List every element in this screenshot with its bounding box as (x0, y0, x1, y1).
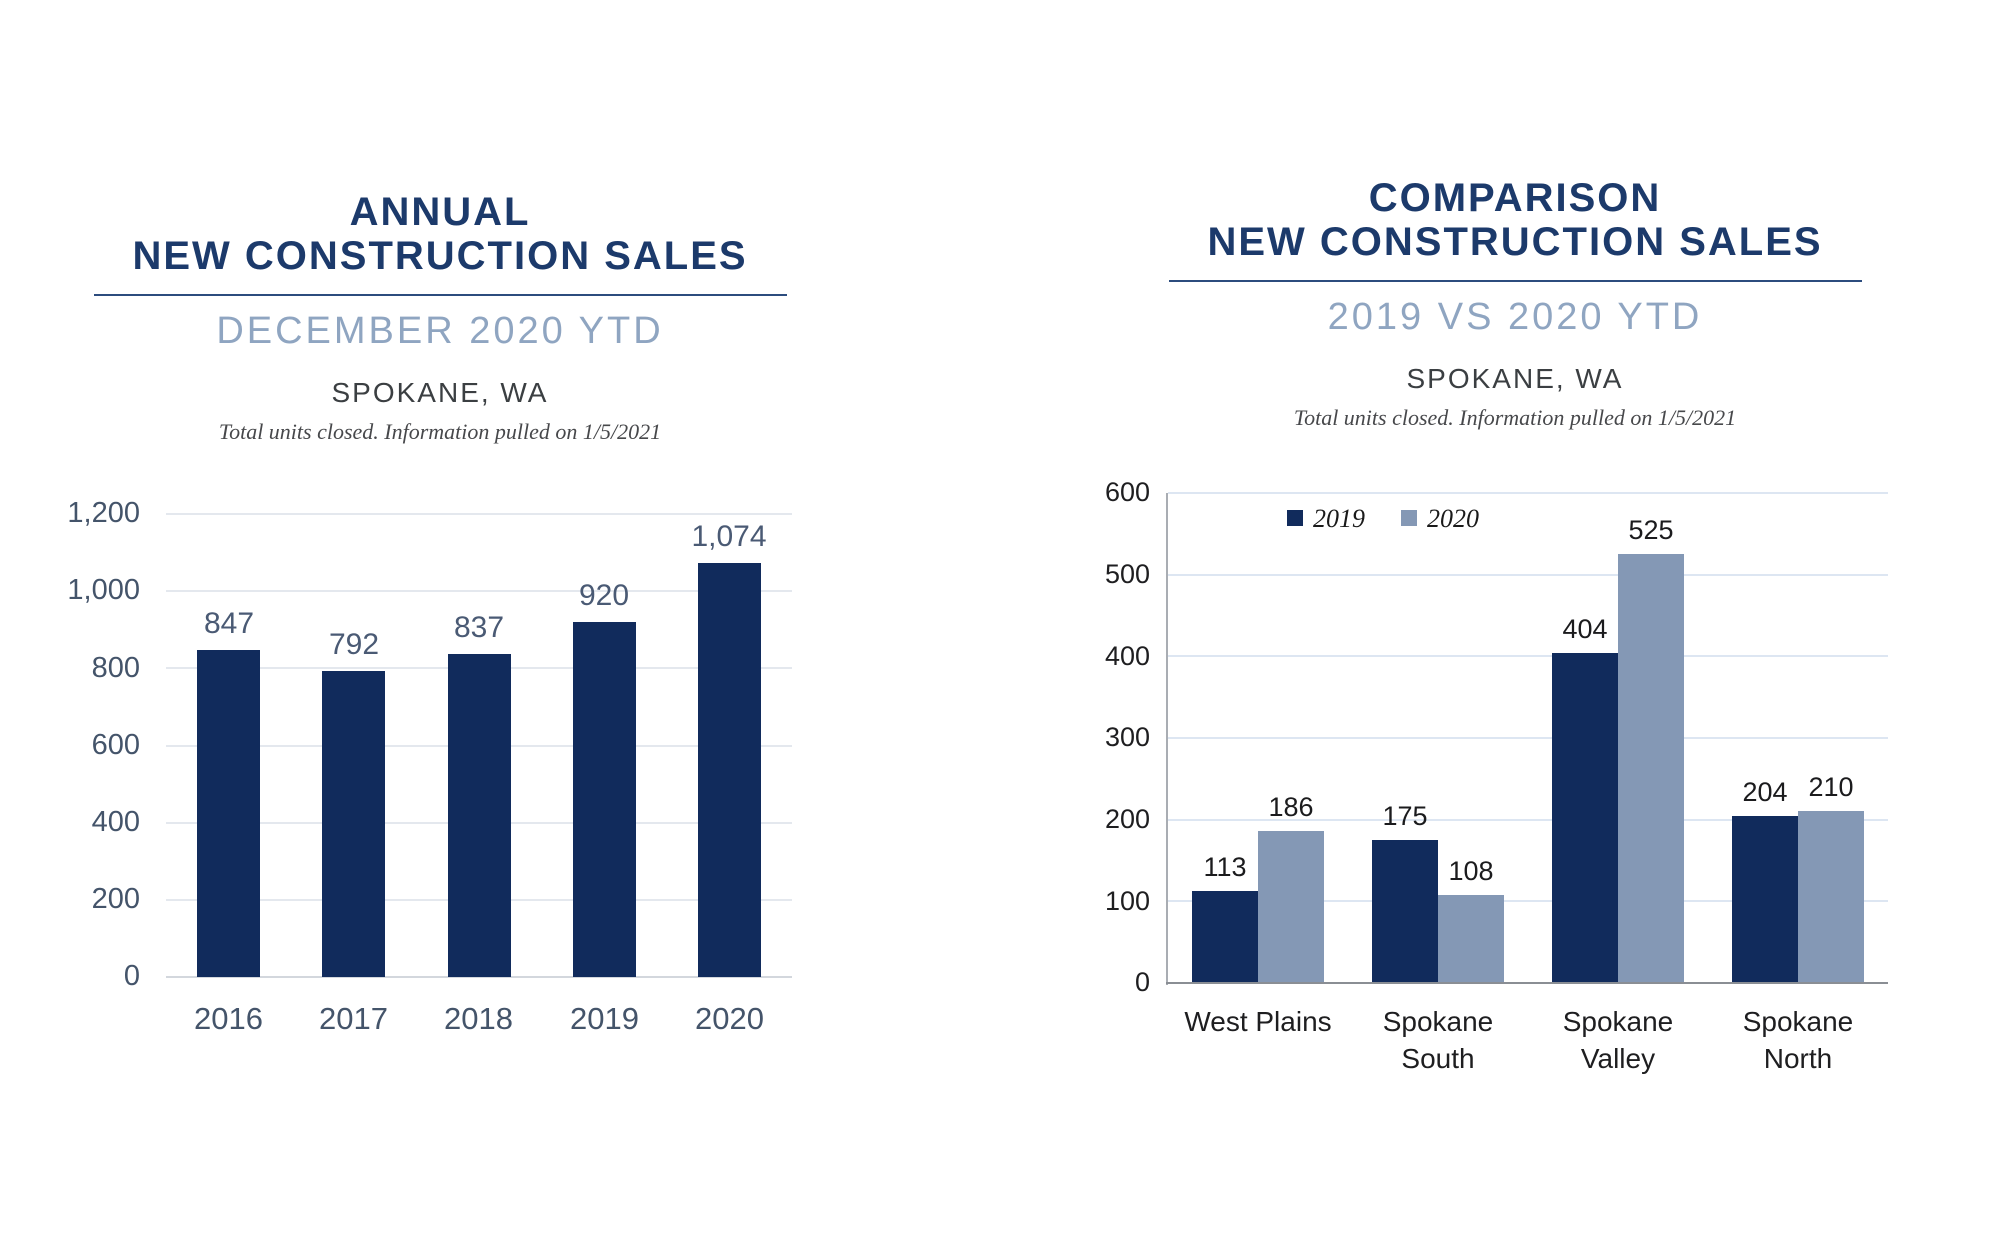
bar (1372, 840, 1438, 983)
legend-item: 2020 (1401, 506, 1515, 532)
y-tick-label: 100 (1104, 886, 1150, 916)
y-tick-label: 1,200 (67, 497, 140, 529)
bar-value-label: 920 (578, 579, 630, 612)
bar (448, 654, 511, 977)
y-tick-label: 200 (1104, 804, 1150, 834)
y-axis-line (1166, 493, 1168, 985)
comparison-title-divider (1168, 280, 1862, 282)
x-tick-label: Spokane North (1742, 1006, 1854, 1074)
annual-chart-header: ANNUAL NEW CONSTRUCTION SALES DECEMBER 2… (60, 190, 820, 445)
gridline (1168, 737, 1888, 739)
bar-value-label: 186 (1268, 792, 1314, 822)
y-tick-label: 400 (91, 806, 140, 838)
annual-location: SPOKANE, WA (331, 377, 549, 408)
legend-swatch (1401, 510, 1417, 526)
bar-value-label: 837 (453, 611, 505, 644)
comparison-chart-header: COMPARISON NEW CONSTRUCTION SALES 2019 V… (1135, 176, 1895, 431)
x-tick-label: 2016 (194, 1001, 263, 1036)
bar (698, 563, 761, 977)
gridline (1168, 492, 1888, 494)
x-tick-label: 2020 (695, 1001, 764, 1036)
annual-note: Total units closed. Information pulled o… (218, 419, 662, 444)
x-axis-line (1166, 982, 1888, 984)
bar (1552, 653, 1618, 983)
y-tick-label: 600 (1104, 477, 1150, 507)
bar (1732, 816, 1798, 983)
y-tick-label: 1,000 (67, 574, 140, 606)
bar (1192, 891, 1258, 983)
gridline (1168, 655, 1888, 657)
bar-value-label: 525 (1628, 515, 1674, 545)
bar-value-label: 847 (203, 607, 255, 640)
bar (1618, 554, 1684, 983)
comparison-title-line2: NEW CONSTRUCTION SALES (1207, 220, 1823, 264)
legend-swatch (1287, 510, 1303, 526)
bar (197, 650, 260, 977)
y-tick-label: 300 (1104, 722, 1150, 752)
x-tick-label: Spokane South (1382, 1006, 1494, 1074)
bar-value-label: 1,074 (691, 520, 767, 553)
legend-label: 2020 (1427, 504, 1479, 533)
annual-title-line1: ANNUAL (349, 190, 531, 234)
x-tick-label: 2018 (444, 1001, 513, 1036)
bar (1258, 831, 1324, 983)
bar-value-label: 792 (328, 628, 380, 661)
x-tick-label: West Plains (1184, 1006, 1332, 1037)
legend-item: 2019 (1287, 506, 1401, 532)
chart-legend: 2019 2020 (1287, 506, 1515, 532)
y-tick-label: 500 (1104, 559, 1150, 589)
y-tick-label: 800 (91, 652, 140, 684)
annual-subtitle: DECEMBER 2020 YTD (216, 310, 664, 352)
bar-value-label: 404 (1562, 614, 1608, 644)
bar (1798, 811, 1864, 983)
x-axis-line (166, 976, 792, 978)
bar-value-label: 204 (1742, 777, 1788, 807)
y-tick-label: 400 (1104, 641, 1150, 671)
bar-value-label: 113 (1203, 852, 1247, 882)
y-tick-label: 600 (91, 729, 140, 761)
gridline (1168, 900, 1888, 902)
y-tick-label: 0 (1134, 967, 1150, 997)
annual-title-line2: NEW CONSTRUCTION SALES (132, 234, 748, 278)
bar (322, 671, 385, 977)
bar-value-label: 210 (1808, 772, 1854, 802)
gridline (1168, 574, 1888, 576)
comparison-title-line1: COMPARISON (1368, 176, 1662, 220)
gridline (166, 590, 792, 592)
bar-value-label: 108 (1448, 856, 1494, 886)
x-tick-label: 2019 (570, 1001, 639, 1036)
gridline (166, 513, 792, 515)
gridline (1168, 819, 1888, 821)
comparison-subtitle: 2019 VS 2020 YTD (1327, 296, 1703, 338)
bar (1438, 895, 1504, 983)
x-tick-label: 2017 (319, 1001, 388, 1036)
bar (573, 622, 636, 977)
y-tick-label: 0 (123, 960, 140, 992)
x-tick-label: Spokane Valley (1562, 1006, 1674, 1074)
comparison-location: SPOKANE, WA (1406, 363, 1624, 394)
comparison-note: Total units closed. Information pulled o… (1293, 405, 1737, 430)
y-tick-label: 200 (91, 883, 140, 915)
bar-value-label: 175 (1382, 801, 1428, 831)
annual-title-divider (93, 294, 787, 296)
legend-label: 2019 (1313, 504, 1365, 533)
